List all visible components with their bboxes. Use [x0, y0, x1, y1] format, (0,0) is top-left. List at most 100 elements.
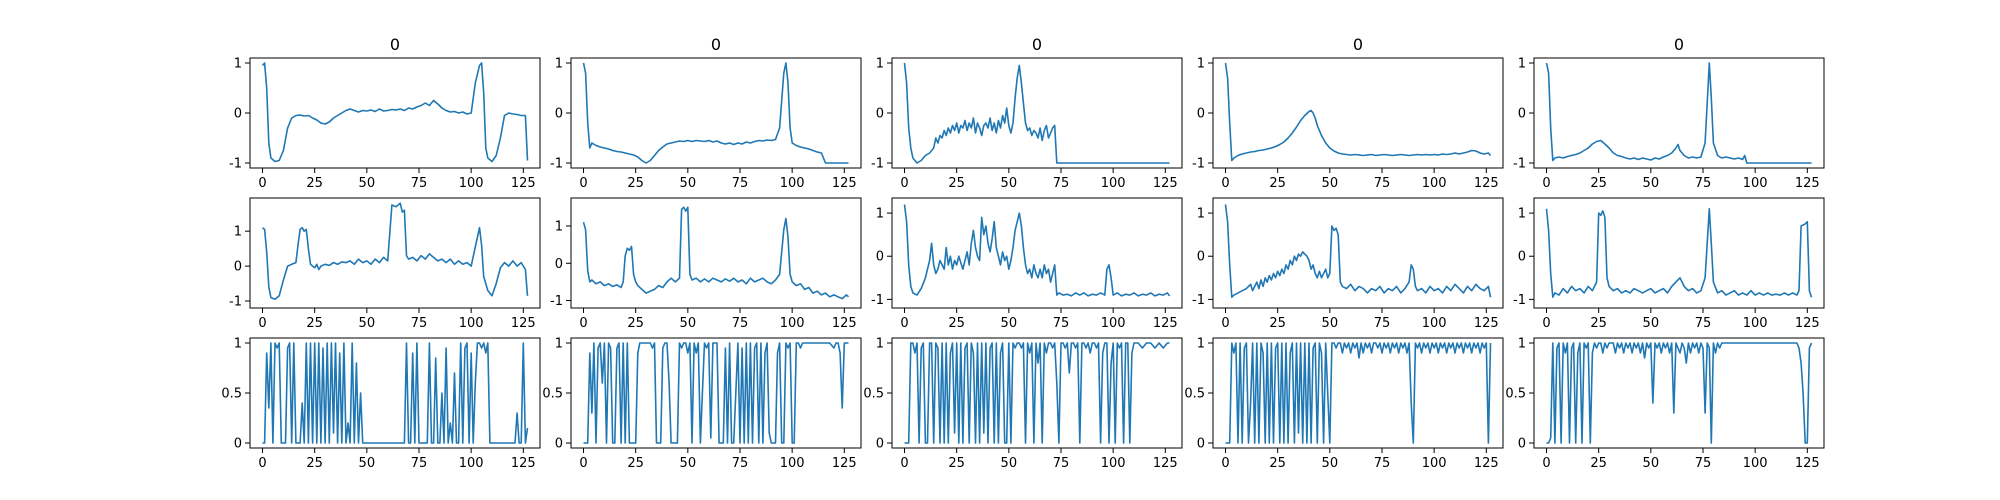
y-tick-label: 0: [555, 107, 563, 122]
x-tick-label: 125: [1153, 176, 1178, 191]
x-tick-label: 25: [306, 456, 323, 471]
subplot-r3-c2: 0 25 50 75 100 125 0 0.5 1: [542, 337, 862, 471]
subplot-r1-c4: 0 25 50 75 100 125 -1 0 1 0: [1192, 35, 1504, 191]
y-tick-label: 1: [234, 225, 242, 240]
subplot-r2-c3: 0 25 50 75 100 125 -1 0 1: [871, 197, 1183, 331]
x-tick-label: 100: [1101, 456, 1126, 471]
subplot-r2-c1: 0 25 50 75 100 125 -1 0 1: [229, 197, 541, 331]
y-tick-label: -1: [1192, 293, 1205, 308]
x-tick-label: 50: [1001, 456, 1018, 471]
x-tick-label: 100: [1743, 456, 1768, 471]
series-line: [261, 202, 529, 301]
x-tick-label: 50: [680, 316, 697, 331]
subplot-title: 0: [1032, 35, 1042, 54]
y-tick-label: -1: [550, 294, 563, 309]
x-tick-label: 25: [948, 176, 965, 191]
x-tick-label: 0: [258, 176, 266, 191]
y-tick-label: 0: [555, 437, 563, 452]
y-tick-label: 0: [1518, 107, 1526, 122]
subplot-r2-c4: 0 25 50 75 100 125 -1 0 1: [1192, 197, 1504, 331]
x-tick-label: 25: [627, 176, 644, 191]
x-tick-label: 25: [948, 316, 965, 331]
y-tick-label: 1: [876, 57, 884, 72]
x-tick-label: 125: [1795, 316, 1820, 331]
subplot-r1-c3: 0 25 50 75 100 125 -1 0 1 0: [871, 35, 1183, 191]
x-tick-label: 100: [780, 176, 805, 191]
x-tick-label: 125: [511, 316, 536, 331]
x-tick-label: 125: [1795, 456, 1820, 471]
x-tick-label: 0: [1221, 456, 1229, 471]
series-line: [582, 62, 849, 164]
y-tick-label: -1: [1513, 157, 1526, 172]
series-line: [583, 342, 849, 444]
x-tick-label: 100: [1422, 456, 1447, 471]
series-line: [903, 204, 1171, 297]
x-tick-label: 100: [459, 176, 484, 191]
y-tick-label: 1: [234, 57, 242, 72]
subplot-r2-c5: 0 25 50 75 100 125 -1 0 1: [1513, 197, 1825, 331]
x-tick-label: 50: [1001, 176, 1018, 191]
series-line: [1224, 204, 1492, 298]
x-tick-label: 50: [1322, 456, 1339, 471]
series-line: [903, 62, 1170, 164]
x-tick-label: 75: [411, 316, 428, 331]
x-tick-label: 100: [1743, 176, 1768, 191]
y-tick-label: 1: [1197, 207, 1205, 222]
x-tick-label: 100: [1422, 176, 1447, 191]
x-tick-label: 125: [832, 176, 857, 191]
axes-frame: [891, 197, 1183, 309]
series-line: [1224, 62, 1492, 162]
subplot-r3-c4: 0 25 50 75 100 125 0 0.5 1: [1184, 337, 1504, 471]
x-tick-label: 100: [459, 456, 484, 471]
x-tick-label: 0: [900, 176, 908, 191]
x-tick-label: 50: [1001, 316, 1018, 331]
series-line: [582, 206, 850, 300]
series-line: [1225, 342, 1492, 444]
x-tick-label: 25: [1590, 456, 1607, 471]
x-tick-label: 50: [1322, 316, 1339, 331]
x-tick-label: 75: [1374, 176, 1391, 191]
y-tick-label: 1: [1518, 57, 1526, 72]
x-tick-label: 25: [1590, 316, 1607, 331]
x-tick-label: 75: [1695, 456, 1712, 471]
x-tick-label: 75: [732, 456, 749, 471]
axes-frame: [1533, 197, 1825, 309]
x-tick-label: 0: [900, 456, 908, 471]
series-line: [1545, 208, 1813, 298]
y-tick-label: 1: [1518, 207, 1526, 222]
x-tick-label: 50: [680, 176, 697, 191]
x-tick-label: 75: [411, 456, 428, 471]
y-tick-label: -1: [229, 295, 242, 310]
x-tick-label: 125: [511, 176, 536, 191]
x-tick-label: 50: [1643, 176, 1660, 191]
x-tick-label: 50: [1643, 456, 1660, 471]
y-tick-label: 0: [876, 437, 884, 452]
y-tick-label: 0.5: [221, 387, 242, 402]
x-tick-label: 0: [579, 316, 587, 331]
subplot-title: 0: [1674, 35, 1684, 54]
x-tick-label: 125: [1153, 456, 1178, 471]
axes-frame: [249, 197, 541, 309]
x-tick-label: 25: [1269, 456, 1286, 471]
series-line: [261, 62, 529, 163]
x-tick-label: 50: [1643, 316, 1660, 331]
y-tick-label: 1: [1197, 337, 1205, 352]
x-tick-label: 25: [1269, 316, 1286, 331]
x-tick-label: 125: [1153, 316, 1178, 331]
y-tick-label: 0: [1518, 437, 1526, 452]
y-tick-label: 0: [234, 437, 242, 452]
subplot-r3-c5: 0 25 50 75 100 125 0 0.5 1: [1505, 337, 1825, 471]
x-tick-label: 25: [627, 456, 644, 471]
y-tick-label: 0.5: [863, 387, 884, 402]
y-tick-label: 1: [1197, 57, 1205, 72]
x-tick-label: 75: [732, 176, 749, 191]
y-tick-label: -1: [1192, 157, 1205, 172]
subplot-r3-c1: 0 25 50 75 100 125 0 0.5 1: [221, 337, 541, 471]
x-tick-label: 25: [1590, 176, 1607, 191]
x-tick-label: 0: [1221, 316, 1229, 331]
x-tick-label: 100: [459, 316, 484, 331]
x-tick-label: 0: [1542, 176, 1550, 191]
series-line: [1546, 342, 1813, 444]
x-tick-label: 100: [1422, 316, 1447, 331]
